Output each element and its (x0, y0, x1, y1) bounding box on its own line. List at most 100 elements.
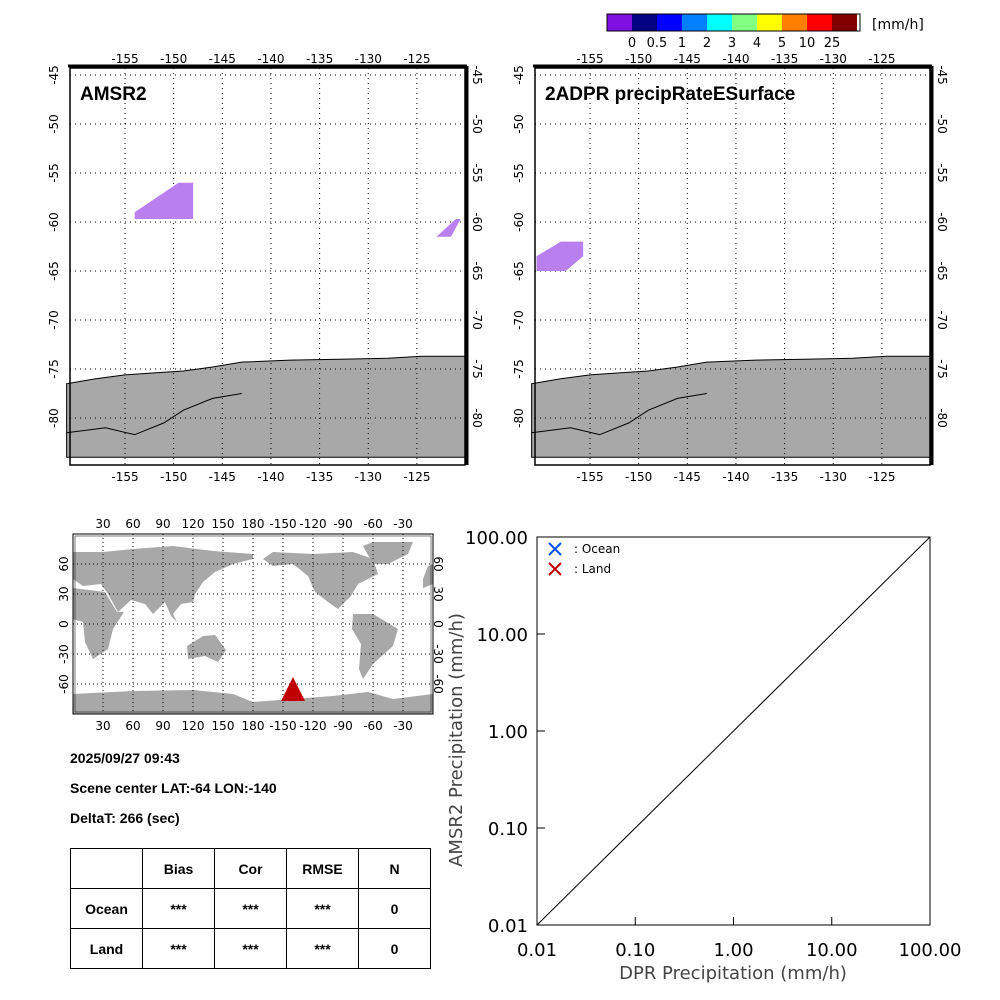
lon-tick-label: 90 (155, 517, 170, 531)
colorbar-label: 10 (799, 36, 816, 51)
cell: *** (142, 928, 215, 969)
lon-tick-label: -135 (771, 470, 798, 484)
ice-shelf-line (66, 393, 242, 436)
lat-tick-label: 0 (431, 620, 445, 628)
colorbar-label: 1 (678, 36, 686, 51)
lat-tick-label: 0 (57, 620, 71, 628)
lon-tick-label: -130 (355, 52, 382, 66)
cell: *** (286, 888, 359, 929)
header-cell: Cor (214, 848, 287, 889)
lon-tick-label: -60 (363, 517, 383, 531)
continent-greenland (363, 542, 413, 564)
lat-tick-label: -70 (47, 310, 61, 330)
cell: *** (214, 888, 287, 929)
lat-tick-label: -30 (57, 644, 71, 664)
colorbar-swatch (732, 14, 757, 31)
panel-title: 2ADPR precipRateESurface (545, 84, 795, 105)
lon-tick-label: -140 (722, 52, 749, 66)
continent-europe-w (423, 564, 433, 588)
lon-tick-label: -135 (306, 52, 333, 66)
lon-tick-label: -155 (576, 52, 603, 66)
lon-tick-label: 150 (212, 517, 235, 531)
lon-tick-label: -90 (333, 517, 353, 531)
lon-tick-label: -150 (625, 470, 652, 484)
cell: Land (70, 928, 143, 969)
lon-tick-label: -125 (403, 470, 430, 484)
table-row: Ocean *** *** *** 0 (70, 888, 431, 929)
header-cell: N (358, 848, 431, 889)
lon-tick-label: 90 (155, 719, 170, 733)
y-axis-label: AMSR2 Precipitation (mm/h) (446, 613, 467, 867)
map-frame (534, 67, 931, 466)
lat-tick-label: -65 (470, 261, 484, 281)
antarctica-land (531, 355, 932, 458)
lon-tick-label: -130 (820, 470, 847, 484)
table-header-row: Bias Cor RMSE N (70, 848, 431, 889)
cell: 0 (358, 888, 431, 929)
lon-tick-label: -130 (820, 52, 847, 66)
colorbar-label: 4 (753, 36, 761, 51)
precip-area (436, 219, 461, 237)
x-tick-label: 10.00 (806, 940, 858, 961)
lon-tick-label: -30 (393, 719, 413, 733)
lat-tick-label: -55 (47, 163, 61, 183)
colorbar-swatch (832, 14, 857, 31)
y-tick-label: 0.10 (488, 819, 528, 840)
colorbar-swatch (757, 14, 782, 31)
colorbar-swatch (807, 14, 832, 31)
y-tick-label: 100.00 (465, 528, 528, 549)
lat-tick-label: -60 (935, 212, 949, 232)
lon-tick-label: 120 (182, 719, 205, 733)
precip-area (536, 241, 584, 271)
lat-tick-label: -65 (935, 261, 949, 281)
lat-tick-label: -45 (470, 65, 484, 85)
lat-tick-label: -55 (470, 163, 484, 183)
lat-tick-label: -50 (512, 114, 526, 134)
legend-x-marker (548, 562, 562, 576)
lon-tick-label: -130 (355, 470, 382, 484)
lat-tick-label: -75 (935, 359, 949, 379)
header-cell: Bias (142, 848, 215, 889)
lat-tick-label: -65 (47, 261, 61, 281)
lat-tick-label: -60 (512, 212, 526, 232)
cell: *** (142, 888, 215, 929)
ice-shelf-line (531, 393, 707, 436)
lat-tick-label: -70 (470, 310, 484, 330)
legend-label: : Land (574, 562, 611, 576)
lon-tick-label: -30 (393, 517, 413, 531)
lat-tick-label: -60 (470, 212, 484, 232)
lat-tick-label: -75 (47, 359, 61, 379)
header-cell (70, 848, 143, 889)
colorbar-unit: [mm/h] (872, 17, 924, 33)
colorbar-label: 5 (778, 36, 786, 51)
lon-tick-label: -145 (674, 470, 701, 484)
lat-tick-label: -50 (470, 114, 484, 134)
lon-tick-label: -145 (209, 52, 236, 66)
lon-tick-label: -145 (209, 470, 236, 484)
colorbar-label: 3 (728, 36, 736, 51)
y-tick-label: 10.00 (476, 625, 528, 646)
lon-tick-label: 30 (95, 719, 110, 733)
lon-tick-label: -135 (306, 470, 333, 484)
lat-tick-label: 30 (57, 586, 71, 601)
precip-area (134, 182, 194, 220)
lat-tick-label: -80 (935, 408, 949, 428)
lon-tick-label: -150 (269, 517, 296, 531)
lat-tick-label: -45 (935, 65, 949, 85)
x-tick-label: 0.01 (517, 940, 557, 961)
colorbar-swatch (607, 14, 632, 31)
lat-tick-label: -80 (47, 408, 61, 428)
legend-x-marker (548, 542, 562, 556)
y-tick-label: 0.01 (488, 916, 528, 937)
lon-tick-label: -90 (333, 719, 353, 733)
colorbar-label: 25 (824, 36, 841, 51)
colorbar-swatch (657, 14, 682, 31)
lon-tick-label: -150 (160, 52, 187, 66)
cell: *** (286, 928, 359, 969)
one-to-one-line (536, 536, 931, 926)
lon-tick-label: 60 (125, 719, 140, 733)
world-map-frame-inner (74, 535, 432, 713)
colorbar-swatch (682, 14, 707, 31)
lon-tick-label: -60 (363, 719, 383, 733)
colorbar-label: 2 (703, 36, 711, 51)
